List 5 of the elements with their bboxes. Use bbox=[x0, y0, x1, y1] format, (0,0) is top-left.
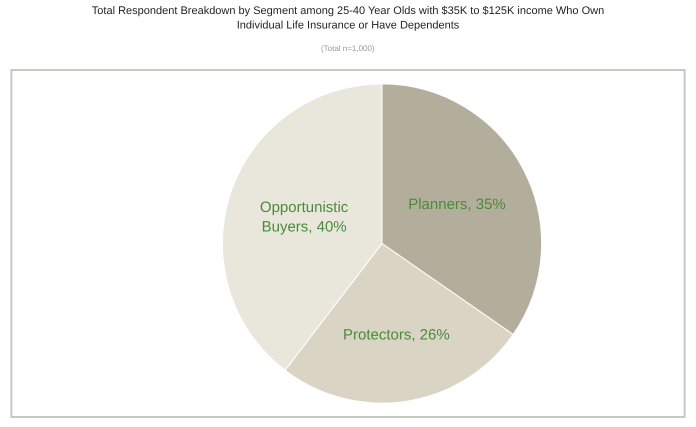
chart-title: Total Respondent Breakdown by Segment among 25-40 Year Olds with $35K to $125K income Who Own Individual Life Insurance or Have Dependents bbox=[92, 5, 604, 32]
slice-label: Opportunistic Buyers, 40% bbox=[260, 198, 349, 236]
chart-subtitle: (Total n=1,000) bbox=[321, 44, 375, 53]
slice-label: Planners, 35% bbox=[408, 196, 506, 213]
slice-label: Protectors, 26% bbox=[342, 326, 450, 344]
